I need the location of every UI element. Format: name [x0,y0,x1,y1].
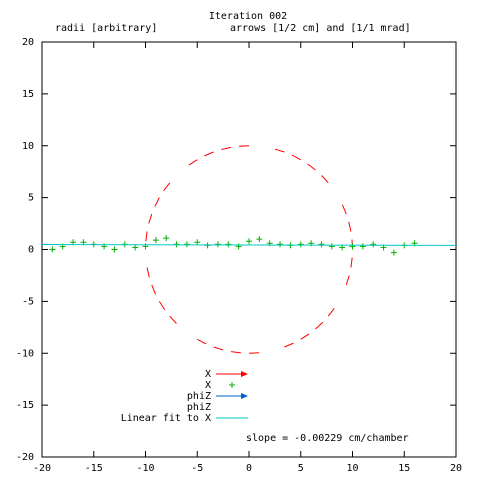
legend-arrow-head [241,393,248,399]
x-data-point [194,239,201,246]
slope-annotation: slope = -0.00229 cm/chamber [246,433,409,444]
circle-arrow-segment [284,342,294,348]
legend-label: phiZ [187,391,211,402]
legend-label: phiZ [187,402,211,413]
x-tick-label: 20 [450,463,462,474]
x-data-point [49,246,56,253]
legend-label: Linear fit to X [121,413,211,424]
circle-arrow-segment [158,301,166,311]
chart-subtitle-right: arrows [1/2 cm] and [1/1 mrad] [230,23,411,34]
axis-ticks: -20 -15 -10 -5 0 5 10 15 20 -20 -15 -10 -5 0 5 10 15 20 [16,37,462,474]
circle-arrow-segment [327,307,335,317]
circle-arrow-segment [350,257,353,268]
x-data-point [214,241,221,248]
x-data-point [390,249,397,256]
circle-arrow-segment [146,267,150,278]
circle-arrow-segment [315,321,324,330]
circle-arrow-segment [145,231,148,242]
x-tick-label: 15 [398,463,410,474]
x-tick-label: -20 [33,463,51,474]
circle-arrow-segment [204,151,214,157]
circle-arrow-segment [154,197,160,207]
x-tick-label: -15 [85,463,103,474]
x-tick-label: -5 [191,463,203,474]
circle-arrow-segment [274,148,285,153]
x-tick-label: 10 [346,463,358,474]
y-tick-label: 5 [28,193,34,204]
x-data-point [277,241,284,248]
legend-label: X [205,380,211,391]
circle-arrow-segment [307,163,316,171]
y-tick-label: 10 [22,141,34,152]
x-data-point [297,241,304,248]
x-tick-label: 0 [246,463,252,474]
y-tick-label: 20 [22,37,34,48]
circle-arrow-segment [151,284,157,295]
x-data-point [163,235,170,242]
x-data-point [235,243,242,250]
x-data-point [370,241,377,248]
y-tick-label: -5 [22,296,34,307]
circle-arrow-segment [300,333,310,340]
x-data-point [246,238,252,245]
circle-arrow-segment [213,346,224,351]
chart-title: Iteration 002 [209,11,287,22]
chart-subtitle-left: radii [arbitrary] [55,23,157,34]
reference-circle [145,145,353,354]
y-tick-label: -15 [16,400,34,411]
circle-arrow-segment [321,175,329,184]
circle-arrow-segment [188,159,198,166]
circle-arrow-segment [148,213,153,224]
circle-arrow-segment [348,221,352,232]
circle-arrow-segment [163,182,171,192]
x-data-point [111,246,118,253]
x-tick-label: 5 [298,463,304,474]
x-data-point [359,243,366,250]
legend-arrow-head [241,371,248,377]
x-data-point [152,237,159,244]
x-data-point [132,244,139,251]
data-marks [41,235,457,256]
y-tick-label: 0 [28,245,34,256]
circle-arrow-segment [341,204,347,215]
x-data-point [225,241,232,248]
circle-arrow-segment [230,351,241,354]
x-data-point [318,241,325,248]
y-tick-label: 15 [22,89,34,100]
y-tick-label: -10 [16,348,34,359]
circle-arrow-segment [169,315,177,324]
circle-arrow-segment [197,338,207,345]
x-data-point [256,236,263,243]
circle-arrow-segment [345,275,350,286]
x-data-point [328,243,335,250]
circle-arrow-segment [291,154,301,161]
x-tick-label: -10 [136,463,154,474]
y-tick-label: -20 [16,452,34,463]
x-data-point [349,243,356,250]
linear-fit-line [41,244,457,246]
legend-label: X [205,369,211,380]
circle-arrow-segment [221,146,232,151]
